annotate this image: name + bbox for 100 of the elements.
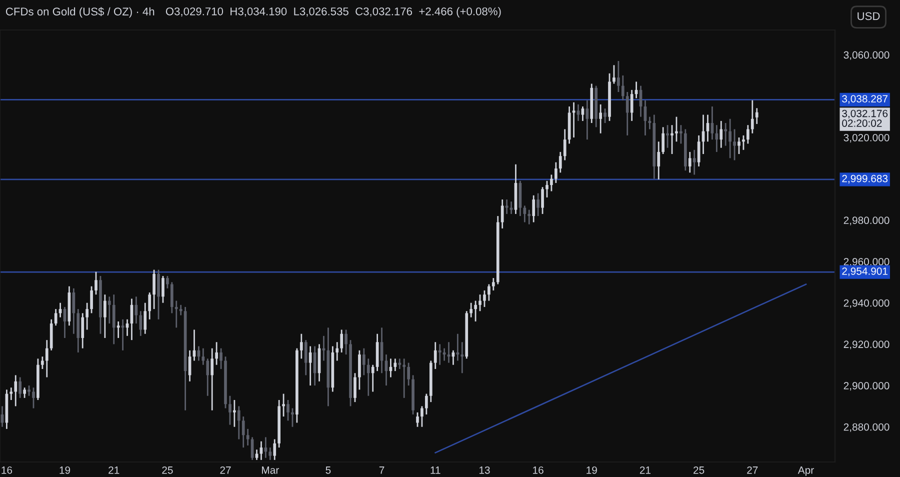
- candlestick: [286, 399, 290, 422]
- candlestick: [215, 341, 218, 366]
- candlestick: [425, 393, 428, 416]
- candlestick: [666, 124, 669, 149]
- candlestick: [304, 339, 308, 376]
- x-tick-label: 7: [379, 466, 384, 474]
- candlestick: [90, 286, 93, 314]
- candlestick: [166, 275, 169, 290]
- x-tick-label: 21: [640, 466, 651, 474]
- candlestick: [139, 310, 142, 337]
- x-tick-label: 27: [220, 466, 231, 474]
- candlestick: [206, 358, 210, 397]
- y-tick-label: 2,960.000: [844, 258, 890, 267]
- candlestick: [371, 364, 374, 392]
- candlestick: [10, 386, 13, 401]
- candlestick: [532, 194, 536, 223]
- candlestick: [255, 448, 258, 461]
- candlestick: [662, 126, 665, 155]
- candlestick: [434, 341, 437, 370]
- candlestick: [112, 294, 116, 345]
- candlestick: [670, 124, 674, 155]
- candlestick: [460, 341, 464, 374]
- candlestick: [738, 136, 740, 155]
- candlestick: [604, 108, 606, 124]
- candlestick: [162, 275, 164, 304]
- chart-subtitle: O3,029.710 H3,034.190 L3,026.535 C3,032.176 +2.466 (+0.08%): [166, 7, 501, 18]
- candlestick: [550, 174, 553, 192]
- candlestick: [86, 302, 88, 330]
- candlestick: [657, 140, 660, 180]
- ref-line-label: 3,038.287: [842, 95, 888, 104]
- candlestick: [680, 124, 682, 144]
- candlestick: [308, 346, 312, 386]
- candlestick: [291, 408, 294, 428]
- y-tick-label: 2,920.000: [844, 340, 890, 350]
- x-tick-label: 13: [479, 466, 490, 474]
- candlestick: [202, 348, 205, 366]
- candlestick: [170, 281, 174, 314]
- candlestick: [724, 122, 728, 146]
- candlestick: [23, 386, 26, 399]
- candlestick: [394, 358, 397, 372]
- candlestick: [755, 107, 758, 125]
- x-tick-label: 19: [586, 466, 597, 474]
- candlestick: [104, 294, 106, 339]
- candlestick: [220, 348, 222, 370]
- x-tick-label: 19: [60, 466, 70, 474]
- x-tick-label: 16: [2, 466, 12, 474]
- x-tick-label: 5: [326, 466, 331, 474]
- text: 3,032.176 02:20:02: [842, 110, 888, 127]
- candlestick: [81, 312, 84, 350]
- candlestick: [228, 395, 232, 426]
- y-tick-label: 2,940.000: [844, 299, 890, 308]
- candlestick: [282, 393, 285, 418]
- x-tick-label: 11: [430, 466, 440, 474]
- candlestick: [94, 271, 98, 296]
- candlestick: [344, 329, 348, 356]
- candlestick: [728, 118, 732, 159]
- candlestick: [746, 124, 750, 144]
- candlestick: [14, 374, 18, 407]
- candlestick: [599, 104, 602, 134]
- candlestick: [144, 302, 147, 335]
- candlestick: [750, 100, 754, 134]
- candlestick: [546, 180, 548, 198]
- candlestick: [492, 277, 495, 292]
- chart-title: CFDs on Gold (US$ / OZ) · 4h: [6, 7, 154, 18]
- candlestick: [523, 205, 526, 223]
- candlestick: [483, 290, 486, 308]
- candlestick: [232, 399, 236, 428]
- candlestick: [174, 300, 178, 328]
- x-tick-label: 16: [533, 466, 544, 474]
- x-tick-label: 27: [747, 466, 758, 474]
- candlestick: [407, 362, 410, 386]
- candlestick: [40, 356, 44, 370]
- candlestick: [478, 294, 482, 312]
- candlestick: [246, 428, 250, 446]
- candlestick: [32, 386, 35, 409]
- candlestick: [237, 405, 240, 440]
- candlestick: [179, 304, 182, 316]
- candlestick: [500, 198, 504, 230]
- candlestick: [438, 343, 442, 366]
- candlestick: [402, 358, 406, 399]
- candlestick: [488, 284, 490, 302]
- candlestick: [268, 446, 272, 461]
- candlestick: [157, 269, 160, 320]
- candlestick: [18, 376, 22, 399]
- ref-line-label: 2,954.901: [842, 267, 888, 276]
- candlestick: [336, 341, 339, 362]
- text: USD: [858, 12, 880, 20]
- y-tick-label: 2,900.000: [844, 382, 890, 391]
- candlestick: [626, 91, 629, 136]
- candlestick: [715, 124, 718, 153]
- candlestick: [116, 320, 120, 339]
- y-tick-label: 3,020.000: [844, 134, 890, 143]
- candlestick: [528, 209, 531, 225]
- candlestick: [398, 358, 402, 370]
- y-tick-label: 2,980.000: [844, 216, 890, 226]
- candlestick: [733, 128, 736, 161]
- candlestick: [28, 384, 30, 397]
- candlestick: [416, 412, 419, 428]
- candlestick: [630, 89, 634, 122]
- candlestick: [108, 296, 111, 324]
